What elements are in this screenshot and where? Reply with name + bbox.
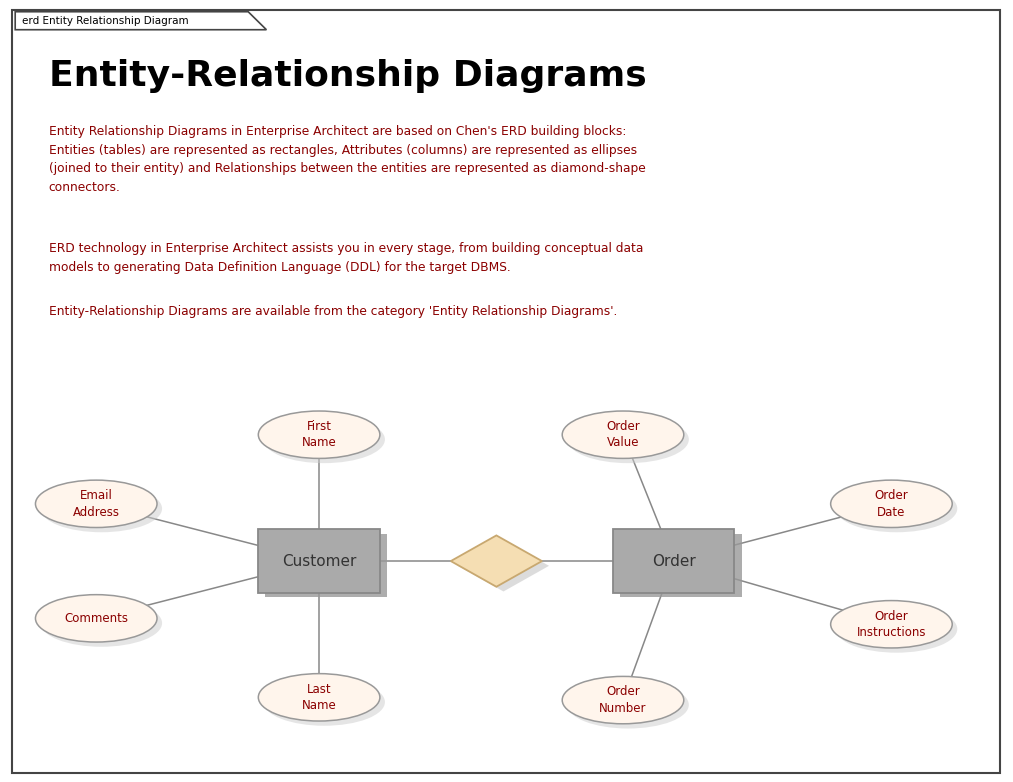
Text: Email
Address: Email Address bbox=[73, 489, 120, 518]
Text: Comments: Comments bbox=[64, 612, 129, 625]
Text: Order
Date: Order Date bbox=[874, 489, 909, 518]
FancyBboxPatch shape bbox=[258, 529, 380, 593]
Text: Entity Relationship Diagrams in Enterprise Architect are based on Chen's ERD bui: Entity Relationship Diagrams in Enterpri… bbox=[49, 125, 645, 194]
FancyBboxPatch shape bbox=[620, 534, 742, 597]
Ellipse shape bbox=[836, 485, 957, 533]
Text: Customer: Customer bbox=[282, 554, 357, 569]
Polygon shape bbox=[15, 12, 266, 30]
Ellipse shape bbox=[35, 480, 157, 528]
Ellipse shape bbox=[263, 416, 385, 463]
Text: Last
Name: Last Name bbox=[302, 683, 336, 712]
Polygon shape bbox=[451, 536, 542, 586]
Ellipse shape bbox=[567, 416, 689, 463]
FancyBboxPatch shape bbox=[12, 10, 1000, 773]
Ellipse shape bbox=[562, 411, 684, 458]
Text: Order
Number: Order Number bbox=[600, 685, 646, 715]
Ellipse shape bbox=[836, 605, 957, 653]
Ellipse shape bbox=[35, 594, 157, 642]
Text: Entity-Relationship Diagrams are available from the category 'Entity Relationshi: Entity-Relationship Diagrams are availab… bbox=[49, 305, 617, 318]
Text: First
Name: First Name bbox=[302, 420, 336, 450]
Ellipse shape bbox=[831, 601, 952, 648]
Text: Order
Value: Order Value bbox=[606, 420, 640, 450]
Polygon shape bbox=[458, 540, 549, 591]
Ellipse shape bbox=[258, 673, 380, 721]
Ellipse shape bbox=[41, 485, 162, 533]
Ellipse shape bbox=[263, 678, 385, 726]
FancyBboxPatch shape bbox=[265, 534, 387, 597]
Ellipse shape bbox=[41, 599, 162, 647]
FancyBboxPatch shape bbox=[613, 529, 734, 593]
Ellipse shape bbox=[831, 480, 952, 528]
Text: Entity-Relationship Diagrams: Entity-Relationship Diagrams bbox=[49, 59, 646, 92]
Text: Order
Instructions: Order Instructions bbox=[857, 609, 926, 639]
Ellipse shape bbox=[258, 411, 380, 458]
Text: erd Entity Relationship Diagram: erd Entity Relationship Diagram bbox=[22, 16, 188, 26]
Text: Order: Order bbox=[651, 554, 696, 569]
Ellipse shape bbox=[567, 681, 689, 729]
Text: ERD technology in Enterprise Architect assists you in every stage, from building: ERD technology in Enterprise Architect a… bbox=[49, 242, 643, 274]
Ellipse shape bbox=[562, 676, 684, 724]
